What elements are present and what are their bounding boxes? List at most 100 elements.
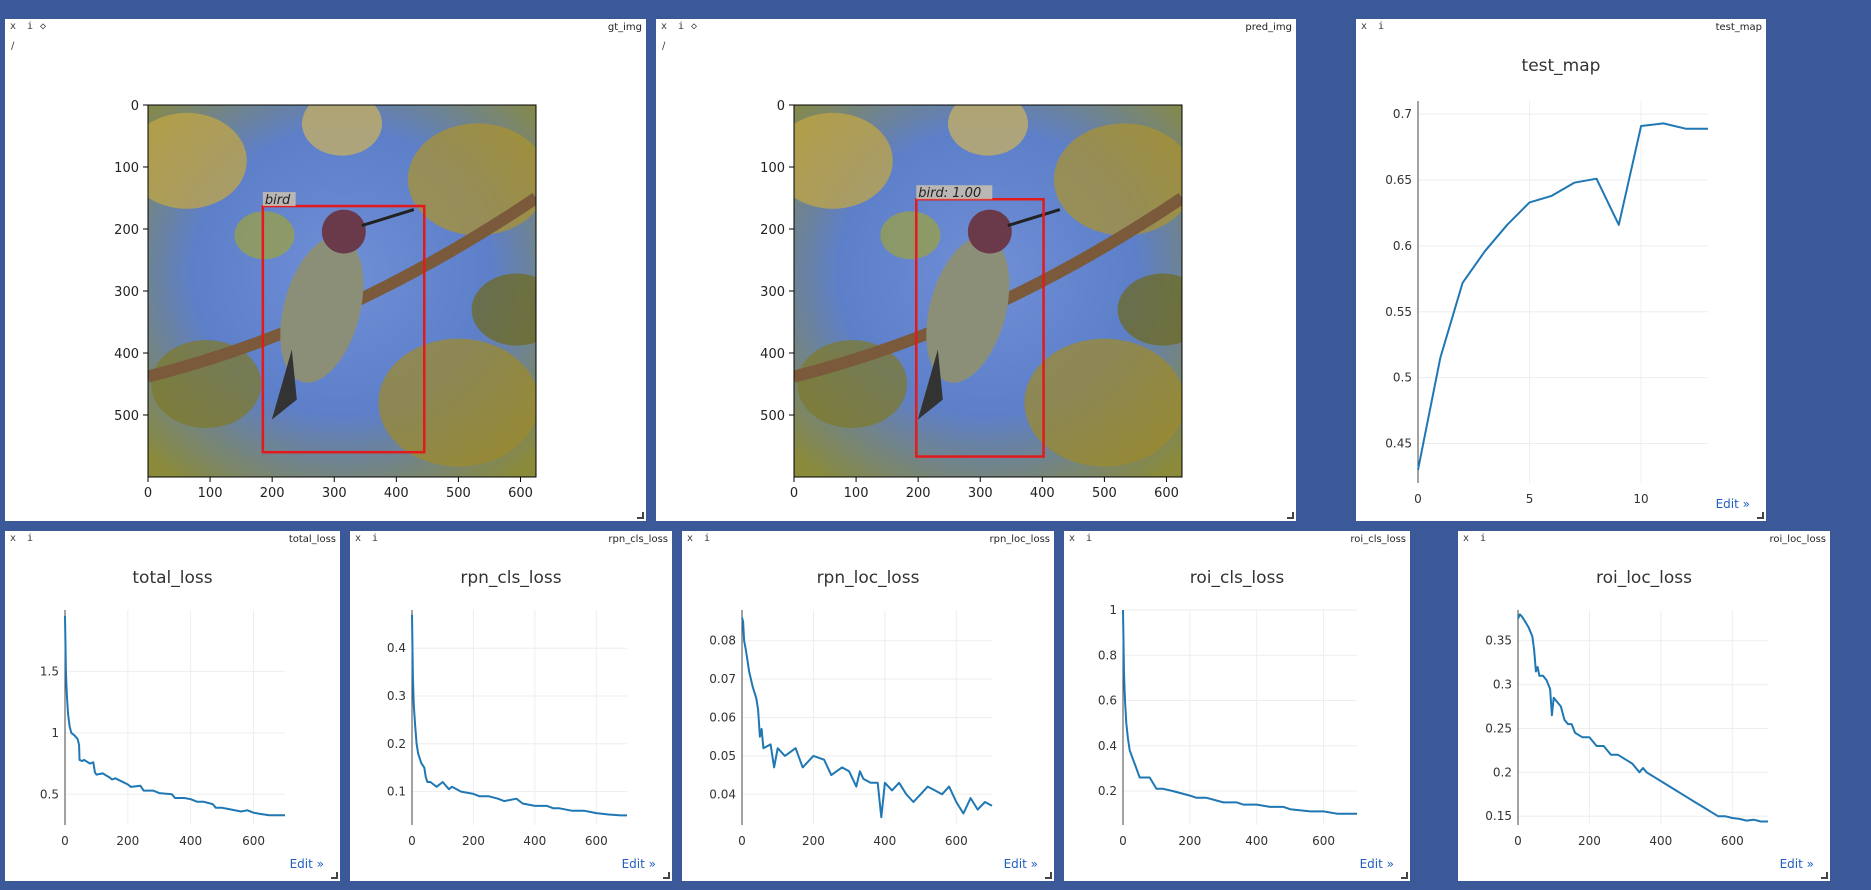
x-tick-label: 600 bbox=[945, 834, 968, 848]
info-icon[interactable]: i bbox=[1480, 533, 1487, 544]
y-tick-label: 0 bbox=[777, 99, 785, 114]
y-tick-label: 1 bbox=[51, 726, 59, 740]
window-titlebar[interactable]: x i test_map bbox=[1356, 19, 1766, 35]
info-icon[interactable]: i bbox=[27, 533, 34, 544]
bird-tail bbox=[917, 349, 943, 420]
chart-title: rpn_loc_loss bbox=[817, 568, 920, 588]
close-icon[interactable]: x bbox=[1069, 533, 1076, 544]
series-line bbox=[64, 616, 285, 817]
info-icon[interactable]: i bbox=[372, 533, 379, 544]
x-tick-label: 0 bbox=[144, 486, 152, 501]
x-tick-label: 200 bbox=[260, 486, 285, 501]
close-icon[interactable]: x bbox=[1463, 533, 1470, 544]
y-tick-label: 100 bbox=[114, 161, 139, 176]
photo-blur-blob bbox=[151, 340, 262, 428]
photo-blur-blob bbox=[407, 123, 536, 236]
resize-handle[interactable] bbox=[1757, 512, 1764, 519]
x-tick-label: 200 bbox=[802, 834, 825, 848]
close-icon[interactable]: x bbox=[10, 533, 17, 544]
info-icon[interactable]: i bbox=[27, 21, 34, 32]
bird-head bbox=[321, 209, 366, 254]
window-rpn-loc-loss: x i rpn_loc_loss rpn_loc_loss 0.04 0.05 0.0… bbox=[682, 531, 1054, 881]
bird-tail bbox=[271, 349, 297, 420]
pencil-icon[interactable]: ∕ bbox=[11, 41, 15, 52]
resize-handle[interactable] bbox=[1287, 512, 1294, 519]
x-tick-label: 0 bbox=[1514, 834, 1522, 848]
y-tick-label: 0.3 bbox=[387, 689, 406, 703]
edit-link[interactable]: Edit » bbox=[289, 857, 324, 871]
close-icon[interactable]: x bbox=[1361, 21, 1368, 32]
y-tick-label: 100 bbox=[760, 161, 785, 176]
photo-blur-blob bbox=[794, 112, 893, 209]
bird-body bbox=[280, 236, 364, 383]
window-titlebar[interactable]: x i roi_cls_loss bbox=[1064, 531, 1410, 547]
y-tick-label: 0.06 bbox=[709, 711, 736, 725]
window-titlebar[interactable]: x i rpn_cls_loss bbox=[350, 531, 672, 547]
window-title: pred_img bbox=[1245, 22, 1292, 33]
resize-handle[interactable] bbox=[331, 872, 338, 879]
x-tick-label: 500 bbox=[446, 486, 471, 501]
series-line bbox=[1517, 613, 1768, 823]
chart-title: roi_loc_loss bbox=[1596, 568, 1692, 588]
y-tick-label: 1 bbox=[1109, 603, 1117, 617]
edit-link[interactable]: Edit » bbox=[1779, 857, 1814, 871]
y-tick-label: 0.55 bbox=[1385, 305, 1412, 319]
window-titlebar[interactable]: x i rpn_loc_loss bbox=[682, 531, 1054, 547]
window-rpn-cls-loss: x i rpn_cls_loss rpn_cls_loss 0.1 0.2 0.3 0.… bbox=[350, 531, 672, 881]
window-titlebar[interactable]: x i total_loss bbox=[5, 531, 340, 547]
chart-title: roi_cls_loss bbox=[1190, 568, 1285, 588]
x-tick-label: 600 bbox=[242, 834, 265, 848]
window-gt-img: x i ◇ gt_img ∕ bird 0 100 200 300 400 500 600 0 1… bbox=[5, 19, 646, 521]
y-tick-label: 0.2 bbox=[387, 737, 406, 751]
x-tick-label: 300 bbox=[968, 486, 993, 501]
y-tick-label: 0.6 bbox=[1098, 694, 1117, 708]
y-tick-label: 1.5 bbox=[40, 664, 59, 678]
x-tick-label: 0 bbox=[1414, 492, 1422, 506]
y-tick-label: 0.1 bbox=[387, 785, 406, 799]
resize-handle[interactable] bbox=[1821, 872, 1828, 879]
edit-link[interactable]: Edit » bbox=[1359, 857, 1394, 871]
x-tick-label: 300 bbox=[322, 486, 347, 501]
resize-handle[interactable] bbox=[637, 512, 644, 519]
window-titlebar[interactable]: x i ◇ pred_img bbox=[656, 19, 1296, 35]
y-tick-label: 400 bbox=[760, 347, 785, 362]
y-tick-label: 300 bbox=[760, 285, 785, 300]
close-icon[interactable]: x bbox=[10, 21, 17, 32]
close-icon[interactable]: x bbox=[661, 21, 668, 32]
info-icon[interactable]: i bbox=[1086, 533, 1093, 544]
x-tick-label: 200 bbox=[462, 834, 485, 848]
x-tick-label: 400 bbox=[873, 834, 896, 848]
pencil-icon[interactable]: ∕ bbox=[662, 41, 666, 52]
info-icon[interactable]: i bbox=[1378, 21, 1385, 32]
y-tick-label: 0 bbox=[131, 99, 139, 114]
bird-body bbox=[926, 236, 1010, 383]
edit-link[interactable]: Edit » bbox=[621, 857, 656, 871]
window-titlebar[interactable]: x i ◇ gt_img bbox=[5, 19, 646, 35]
resize-handle[interactable] bbox=[1045, 872, 1052, 879]
y-tick-label: 0.2 bbox=[1493, 765, 1512, 779]
close-icon[interactable]: x bbox=[687, 533, 694, 544]
close-icon[interactable]: x bbox=[355, 533, 362, 544]
photo-blur-blob bbox=[880, 211, 941, 260]
resize-handle[interactable] bbox=[1401, 872, 1408, 879]
info-icon[interactable]: i bbox=[678, 21, 685, 32]
series-line bbox=[741, 617, 993, 819]
series-line bbox=[411, 614, 627, 817]
bird-beak bbox=[1007, 208, 1061, 228]
window-titlebar[interactable]: x i roi_loc_loss bbox=[1458, 531, 1830, 547]
diamond-icon[interactable]: ◇ bbox=[40, 21, 47, 32]
x-tick-label: 600 bbox=[508, 486, 533, 501]
x-tick-label: 600 bbox=[1312, 834, 1335, 848]
photo-blur-blob bbox=[148, 112, 247, 209]
photo-blur-blob bbox=[302, 105, 382, 156]
diamond-icon[interactable]: ◇ bbox=[691, 21, 698, 32]
x-tick-label: 200 bbox=[906, 486, 931, 501]
y-tick-label: 0.15 bbox=[1485, 809, 1512, 823]
window-roi-loc-loss: x i roi_loc_loss roi_loc_loss 0.15 0.2 0.25… bbox=[1458, 531, 1830, 881]
edit-link[interactable]: Edit » bbox=[1003, 857, 1038, 871]
total-loss-chart: total_loss 0.5 1 1.5 0 200 400 600 bbox=[40, 568, 285, 848]
x-tick-label: 500 bbox=[1092, 486, 1117, 501]
edit-link[interactable]: Edit » bbox=[1715, 497, 1750, 511]
resize-handle[interactable] bbox=[663, 872, 670, 879]
info-icon[interactable]: i bbox=[704, 533, 711, 544]
